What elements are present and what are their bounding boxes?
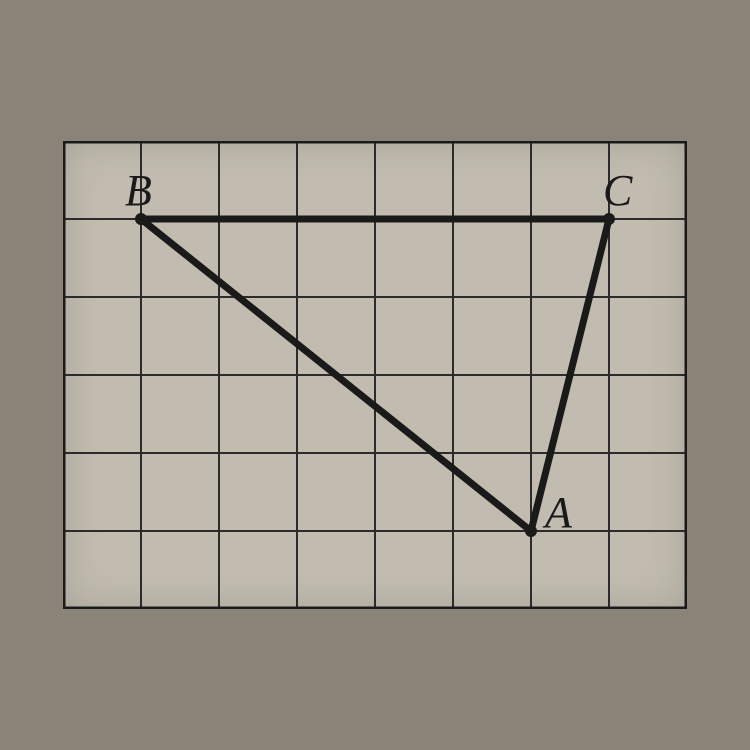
vertex-a [525,525,537,537]
vertex-c [603,213,615,225]
grid-svg [63,141,687,609]
vertex-b [135,213,147,225]
diagram-frame: ABC [63,141,687,609]
